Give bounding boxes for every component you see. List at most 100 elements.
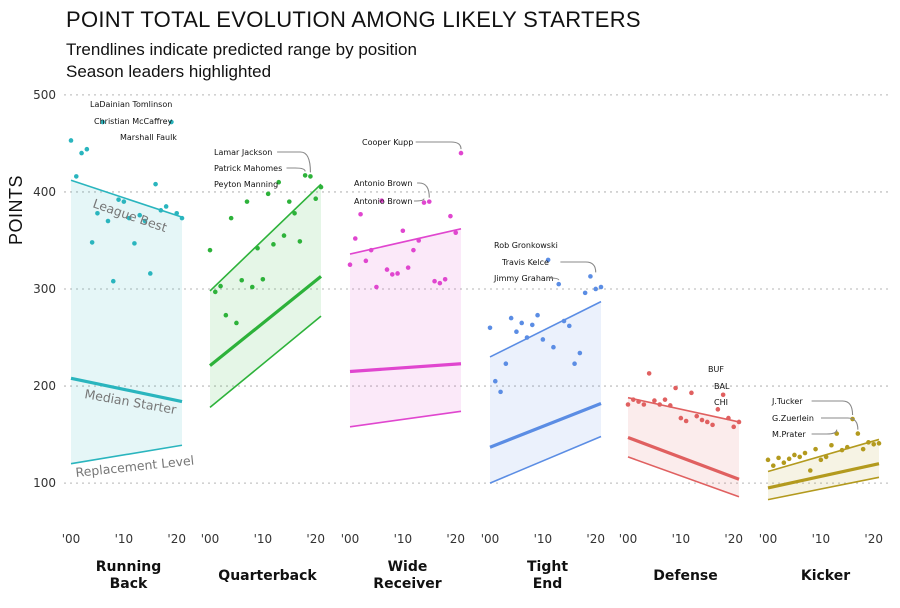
data-point <box>126 215 132 221</box>
data-point <box>715 407 721 412</box>
trendline-median-starter <box>627 435 740 481</box>
data-point <box>426 199 432 204</box>
data-point <box>358 211 363 217</box>
x-tick-label: '10 <box>115 532 134 546</box>
leader-label: Rob Gronkowski <box>494 241 558 250</box>
data-point <box>453 230 459 235</box>
x-tick-label: '20 <box>864 532 883 546</box>
trendline-league-best <box>209 183 322 292</box>
data-point <box>347 262 353 268</box>
y-tick-label: 100 <box>33 476 56 490</box>
trendline-replacement-level <box>767 476 880 501</box>
leader-label: G.Zuerlein <box>772 414 814 423</box>
trendline-league-best <box>767 438 880 473</box>
trendline-league-best <box>349 228 462 255</box>
data-point <box>158 208 164 213</box>
data-point <box>116 197 121 202</box>
data-point <box>265 191 271 197</box>
data-point <box>823 454 829 460</box>
data-point <box>132 241 137 246</box>
data-point <box>169 119 174 125</box>
data-point <box>667 403 673 408</box>
chart-subtitle-line-1: Trendlines indicate predicted range by p… <box>66 40 417 59</box>
leader-label: Peyton Manning <box>214 180 278 189</box>
data-point <box>561 318 567 324</box>
data-point <box>313 196 319 202</box>
leader-connector <box>417 182 430 198</box>
x-tick-label: '10 <box>672 532 691 546</box>
data-point <box>255 245 260 251</box>
trendline-median-starter <box>208 275 323 367</box>
data-point <box>720 392 726 398</box>
leader-label: M.Prater <box>772 430 806 439</box>
data-point <box>416 238 422 243</box>
data-point <box>368 247 374 253</box>
x-tick-label: '20 <box>586 532 605 546</box>
trend-band <box>628 397 739 497</box>
data-point <box>860 446 866 452</box>
panel-quarterback: Lamar Jackson Patrick Mahomes Peyton Manni… <box>201 148 325 584</box>
data-point <box>736 419 742 425</box>
trendline-replacement-level <box>209 315 322 409</box>
trendline-league-best <box>627 396 740 423</box>
data-point <box>147 271 153 276</box>
data-point <box>535 312 540 318</box>
data-point <box>704 419 710 425</box>
data-point <box>673 385 678 391</box>
data-point <box>641 402 647 407</box>
data-point <box>352 236 358 241</box>
panel-kicker: J.Tucker G.Zuerlein M.Prater '00 '10 '20 Kicke… <box>759 397 883 584</box>
trendline-replacement-level <box>489 435 602 484</box>
trendline-replacement-level <box>70 444 183 465</box>
data-point <box>437 280 443 286</box>
data-point <box>302 173 308 178</box>
data-point <box>683 418 689 424</box>
facet-label: Defense <box>653 568 718 584</box>
data-point <box>710 422 715 428</box>
x-tick-label: '00 <box>619 532 638 546</box>
leader-connector <box>560 261 597 273</box>
data-point <box>689 390 694 396</box>
y-tick-label: 200 <box>33 379 56 393</box>
x-tick-label: '00 <box>62 532 81 546</box>
facet-label: Back <box>110 576 148 592</box>
panel-running-back: LaDainian Tomlinson Christian McCaffrey Ma… <box>62 100 186 592</box>
leader-label: BAL <box>714 382 730 391</box>
x-tick-label: '10 <box>254 532 273 546</box>
data-point <box>802 450 808 456</box>
leader-label: Lamar Jackson <box>214 148 272 157</box>
data-point <box>442 276 448 282</box>
x-tick-label: '20 <box>167 532 186 546</box>
data-point <box>244 199 250 204</box>
x-tick-label: '10 <box>394 532 413 546</box>
leader-label: BUF <box>708 365 724 374</box>
data-point <box>395 271 400 276</box>
facet-label: Kicker <box>801 568 850 584</box>
data-point <box>73 174 79 179</box>
trendline-replacement-level <box>627 456 740 498</box>
data-point <box>871 441 877 447</box>
data-point <box>598 284 604 290</box>
data-point <box>89 240 95 245</box>
data-point <box>239 277 245 283</box>
data-point <box>218 283 223 289</box>
x-tick-label: '00 <box>759 532 778 546</box>
x-tick-label: '00 <box>481 532 500 546</box>
data-point <box>625 402 631 407</box>
y-tick-label: 400 <box>33 185 56 199</box>
data-point <box>636 399 641 404</box>
leader-label: Christian McCaffrey <box>94 117 173 126</box>
x-tick-label: '00 <box>341 532 360 546</box>
data-point <box>588 274 593 279</box>
data-point <box>503 361 509 367</box>
data-point <box>726 415 731 421</box>
data-point <box>731 424 737 430</box>
data-point <box>545 257 551 263</box>
data-point <box>577 350 583 356</box>
leader-label: CHI <box>714 398 728 407</box>
data-point <box>100 119 106 125</box>
data-point <box>421 200 427 205</box>
data-point <box>297 239 303 244</box>
x-tick-label: '00 <box>201 532 220 546</box>
data-point <box>855 431 861 436</box>
